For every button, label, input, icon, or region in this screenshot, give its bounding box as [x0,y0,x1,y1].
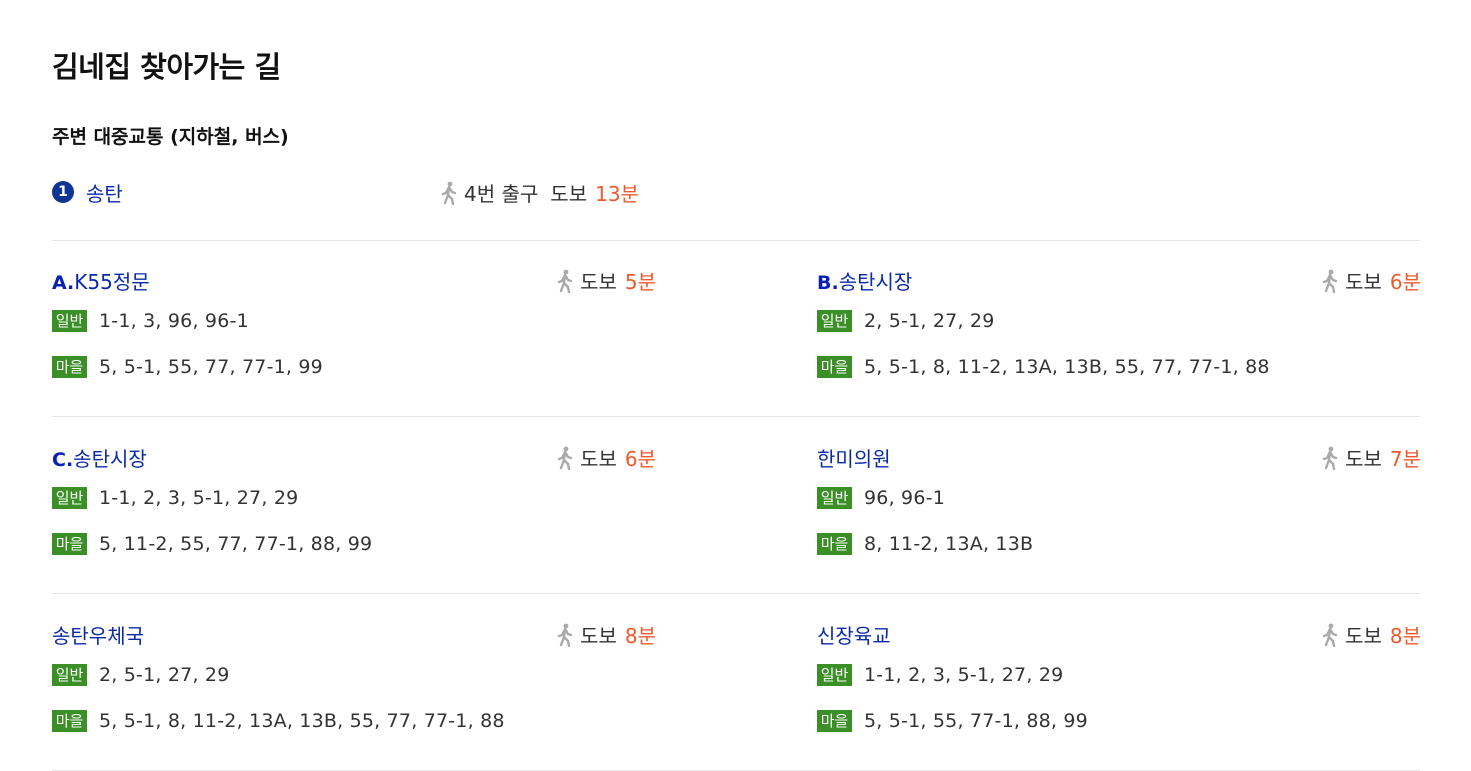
bus-list: 5, 5-1, 55, 77-1, 88, 99 [864,710,1088,732]
stop-name: 송탄시장 [73,447,147,471]
bus-list: 2, 5-1, 27, 29 [864,310,995,332]
walk-label: 도보 [1345,270,1382,294]
stop-walk-info: 도보 7분 [1321,443,1421,472]
stop-prefix: C. [52,449,74,471]
walk-time: 8분 [624,624,656,648]
subway-walk-label: 도보 [550,182,588,206]
village-bus-tag: 마을 [52,533,87,555]
stop-name: 신장육교 [817,624,891,648]
bus-list: 5, 5-1, 55, 77, 77-1, 99 [99,356,323,378]
bus-list: 1-1, 3, 96, 96-1 [99,310,249,332]
bus-stop-card: 송탄우체국 도보 8분 일반 2, 5-1, 27, 29 마을 5, 5-1, 8,… [52,618,656,758]
bus-stop-link[interactable]: 한미의원 [817,443,891,472]
bus-list: 1-1, 2, 3, 5-1, 27, 29 [99,487,299,509]
village-bus-row: 마을 8, 11-2, 13A, 13B [817,533,1033,561]
subway-exit: 4번 출구 [464,182,539,206]
stop-walk-info: 도보 6분 [1321,266,1421,295]
village-bus-row: 마을 5, 11-2, 55, 77, 77-1, 88, 99 [52,533,372,561]
walking-person-icon [557,446,573,470]
general-bus-row: 일반 2, 5-1, 27, 29 [52,664,230,692]
general-bus-tag: 일반 [817,310,852,332]
general-bus-tag: 일반 [52,664,87,686]
walk-label: 도보 [580,270,617,294]
bus-stop-link[interactable]: 신장육교 [817,620,891,649]
subway-walk-info: 4번 출구 도보 13분 [440,178,639,207]
bus-stop-card: 한미의원 도보 7분 일반 96, 96-1 마을 8, 11-2, 13A, 13B [817,441,1421,581]
bus-list: 1-1, 2, 3, 5-1, 27, 29 [864,664,1064,686]
walk-label: 도보 [580,624,617,648]
bus-list: 96, 96-1 [864,487,945,509]
stop-walk-info: 도보 8분 [556,620,656,649]
bus-list: 5, 5-1, 8, 11-2, 13A, 13B, 55, 77, 77-1,… [864,356,1270,378]
stop-name: 송탄우체국 [52,624,144,648]
walk-time: 6분 [624,447,656,471]
general-bus-row: 일반 1-1, 2, 3, 5-1, 27, 29 [817,664,1063,692]
bus-stop-card: 신장육교 도보 8분 일반 1-1, 2, 3, 5-1, 27, 29 마을 5, … [817,618,1421,758]
divider [52,593,1420,594]
village-bus-row: 마을 5, 5-1, 55, 77-1, 88, 99 [817,710,1088,738]
bus-stop-card: A.K55정문 도보 5분 일반 1-1, 3, 96, 96-1 마을 5, 5-1… [52,264,656,404]
walk-time: 6분 [1389,270,1421,294]
bus-stop-link[interactable]: A.K55정문 [52,266,150,295]
walking-person-icon [1322,269,1338,293]
divider [52,240,1420,241]
bus-stop-card: C.송탄시장 도보 6분 일반 1-1, 2, 3, 5-1, 27, 29 마을 5… [52,441,656,581]
general-bus-tag: 일반 [52,487,87,509]
stop-walk-info: 도보 8분 [1321,620,1421,649]
walking-person-icon [1322,623,1338,647]
stop-name: 한미의원 [817,447,891,471]
page-title: 김네집 찾아가는 길 [52,50,281,84]
village-bus-tag: 마을 [52,356,87,378]
general-bus-tag: 일반 [52,310,87,332]
walking-person-icon [1322,446,1338,470]
bus-stop-link[interactable]: 송탄우체국 [52,620,144,649]
walk-time: 7분 [1389,447,1421,471]
walking-person-icon [557,269,573,293]
subway-info: 1 송탄 4번 출구 도보 13분 [52,176,672,208]
stop-walk-info: 도보 6분 [556,443,656,472]
bus-stop-card: B.송탄시장 도보 6분 일반 2, 5-1, 27, 29 마을 5, 5-1, 8… [817,264,1421,404]
stop-walk-info: 도보 5분 [556,266,656,295]
general-bus-row: 일반 1-1, 3, 96, 96-1 [52,310,249,338]
village-bus-tag: 마을 [817,533,852,555]
general-bus-tag: 일반 [817,664,852,686]
subway-station-link[interactable]: 송탄 [86,182,123,206]
general-bus-row: 일반 96, 96-1 [817,487,945,515]
village-bus-tag: 마을 [817,710,852,732]
stop-name: 송탄시장 [838,270,913,294]
divider [52,416,1420,417]
village-bus-tag: 마을 [817,356,852,378]
general-bus-tag: 일반 [817,487,852,509]
village-bus-tag: 마을 [52,710,87,732]
subway-walk-time: 13분 [595,182,639,206]
bus-stop-link[interactable]: B.송탄시장 [817,266,912,295]
bus-list: 5, 5-1, 8, 11-2, 13A, 13B, 55, 77, 77-1,… [99,710,505,732]
general-bus-row: 일반 2, 5-1, 27, 29 [817,310,995,338]
stop-name: K55정문 [74,270,150,294]
subway-line-1-icon: 1 [52,181,74,203]
walk-time: 5분 [624,270,656,294]
village-bus-row: 마을 5, 5-1, 8, 11-2, 13A, 13B, 55, 77, 77-… [817,356,1270,384]
village-bus-row: 마을 5, 5-1, 55, 77, 77-1, 99 [52,356,323,384]
bus-stop-link[interactable]: C.송탄시장 [52,443,147,472]
stop-prefix: B. [817,272,839,294]
village-bus-row: 마을 5, 5-1, 8, 11-2, 13A, 13B, 55, 77, 77-… [52,710,505,738]
walk-label: 도보 [1345,447,1382,471]
walk-time: 8분 [1389,624,1421,648]
bus-list: 5, 11-2, 55, 77, 77-1, 88, 99 [99,533,373,555]
walking-person-icon [557,623,573,647]
walk-label: 도보 [580,447,617,471]
stop-prefix: A. [52,272,75,294]
walking-person-icon [441,181,457,205]
section-title: 주변 대중교통 (지하철, 버스) [52,126,289,148]
general-bus-row: 일반 1-1, 2, 3, 5-1, 27, 29 [52,487,298,515]
bus-list: 2, 5-1, 27, 29 [99,664,230,686]
walk-label: 도보 [1345,624,1382,648]
bus-list: 8, 11-2, 13A, 13B [864,533,1034,555]
